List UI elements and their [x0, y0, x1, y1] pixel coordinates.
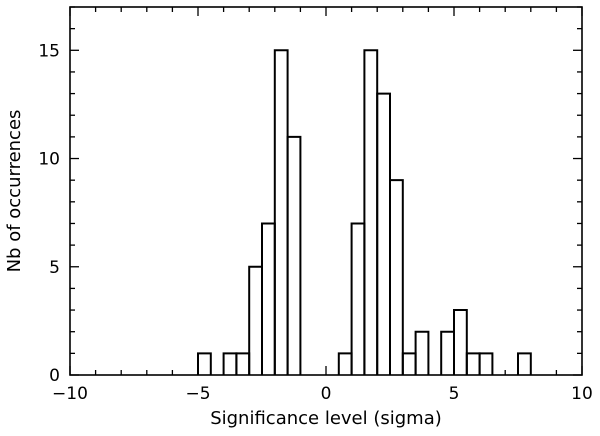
x-tick-label: 0 — [321, 384, 332, 404]
x-axis-label: Significance level (sigma) — [210, 408, 442, 429]
y-tick-label: 10 — [38, 150, 60, 170]
histogram-bar-1 — [222, 352, 238, 375]
histogram-bar-6 — [286, 135, 302, 375]
histogram-bar-9 — [363, 49, 379, 375]
axis-ticks — [69, 6, 583, 376]
x-tick-label: 10 — [571, 384, 593, 404]
histogram-bar-15 — [453, 309, 468, 375]
x-tick-label: −5 — [185, 384, 210, 404]
histogram-bar-4 — [261, 222, 276, 375]
histogram-bar-0 — [197, 352, 212, 375]
histogram-bar-14 — [440, 330, 455, 375]
histogram-bar-18 — [517, 352, 532, 375]
x-tick-label: −10 — [52, 384, 88, 404]
tick-labels: −10 −5 0 5 10 0 5 10 15 — [38, 41, 592, 404]
y-tick-label: 5 — [49, 258, 60, 278]
histogram-bar-2 — [235, 352, 251, 375]
histogram-bar-12 — [401, 352, 417, 375]
histogram-bar-3 — [248, 265, 263, 375]
histogram-bar-7 — [337, 352, 353, 375]
histogram-bars — [197, 49, 532, 375]
plot-border — [69, 6, 583, 376]
histogram-bar-5 — [273, 49, 289, 375]
x-tick-label: 5 — [449, 384, 460, 404]
y-tick-label: 15 — [38, 41, 60, 61]
plot-frame — [69, 6, 583, 376]
histogram-bar-11 — [389, 179, 404, 375]
histogram-bar-13 — [414, 330, 430, 375]
histogram-bar-8 — [350, 222, 366, 375]
y-tick-label: 0 — [49, 366, 60, 386]
histogram-bar-17 — [478, 352, 494, 375]
histogram-bar-10 — [376, 92, 391, 375]
y-axis-label: Nb of occurrences — [4, 110, 25, 273]
histogram-bar-16 — [465, 352, 481, 375]
